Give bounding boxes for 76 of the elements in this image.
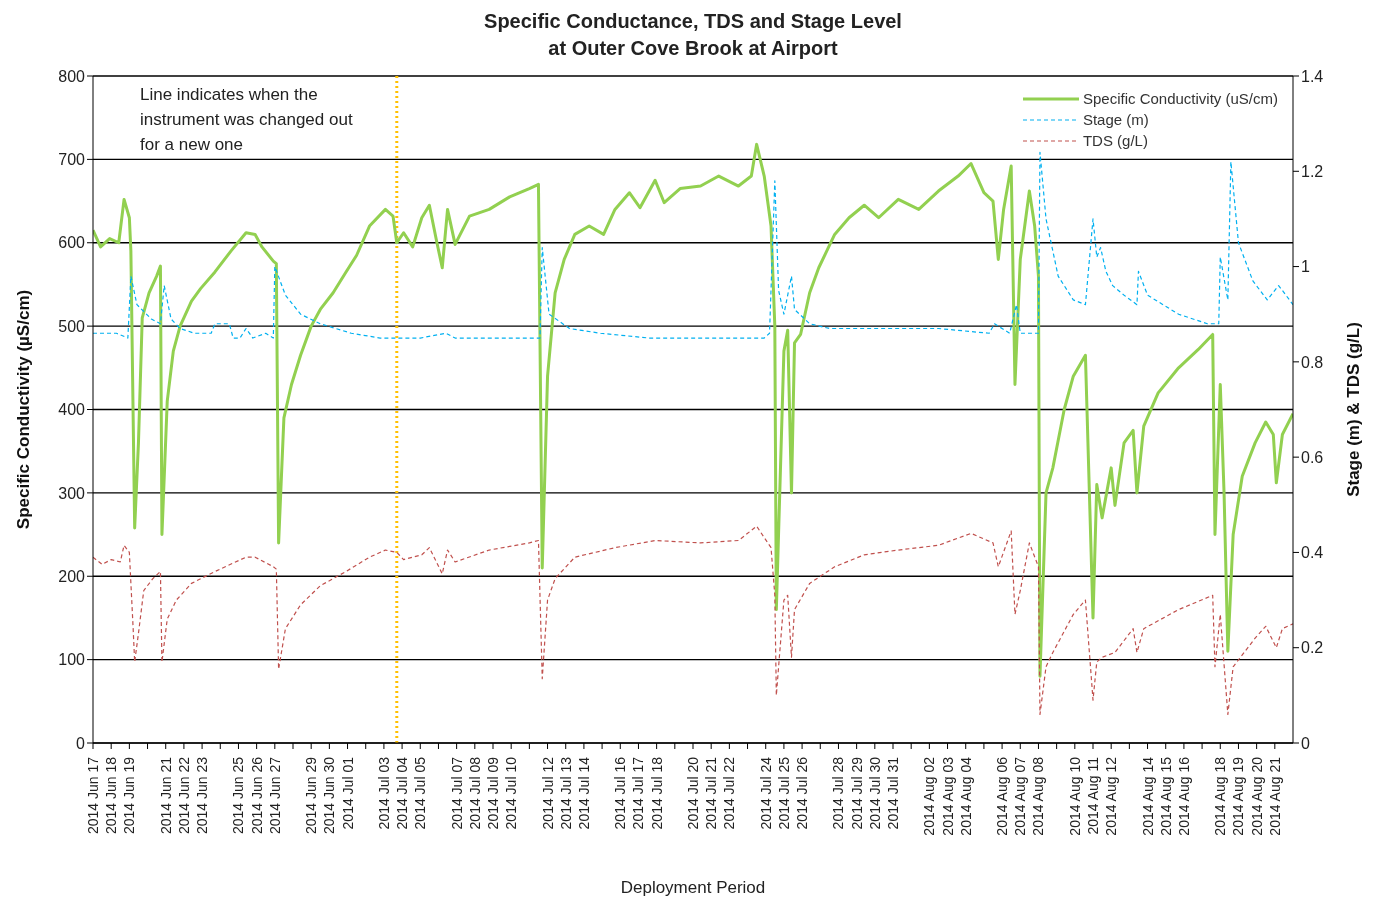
x-tick-label: 2014 Jul 30 <box>866 756 883 830</box>
x-tick-label: 2014 Jul 13 <box>557 756 574 830</box>
legend-label: TDS (g/L) <box>1082 131 1148 151</box>
x-tick-label: 2014 Aug 18 <box>1212 756 1229 836</box>
x-tick-label: 2014 Jul 26 <box>794 756 811 830</box>
x-tick-label: 2014 Aug 20 <box>1248 756 1265 836</box>
y2-axis-title: Stage (m) & TDS (g/L) <box>1344 322 1364 497</box>
x-tick-label: 2014 Jul 31 <box>885 756 901 830</box>
x-tick-label: 2014 Aug 03 <box>939 756 956 836</box>
chart-title: Specific Conductance, TDS and Stage Level at Outer Cove Brook at Airport <box>483 9 903 61</box>
x-tick-label: 2014 Jul 25 <box>775 756 792 830</box>
y-tick-label: 400 <box>58 401 86 419</box>
x-tick-label: 2014 Jun 30 <box>321 756 338 835</box>
y2-tick-label: 1.2 <box>1301 162 1324 180</box>
y-axis-title: Specific Conductivity (µS/cm) <box>14 289 34 530</box>
y-tick-label: 200 <box>58 567 86 585</box>
annotation: Line indicates when the instrument was changed out for a new one <box>140 84 354 156</box>
x-tick-label: 2014 Aug 06 <box>994 756 1011 836</box>
x-tick-label: 2014 Aug 21 <box>1266 756 1283 836</box>
x-tick-label: 2014 Jun 27 <box>266 756 283 835</box>
y-tick-label: 0 <box>76 734 86 752</box>
y-tick-label: 600 <box>58 234 86 252</box>
y2-tick-label: 0.2 <box>1301 639 1324 657</box>
x-tick-label: 2014 Jul 05 <box>412 756 429 830</box>
x-tick-label: 2014 Jul 03 <box>375 756 392 830</box>
x-tick-label: 2014 Aug 14 <box>1139 756 1156 836</box>
y2-tick-label: 0.4 <box>1301 544 1324 562</box>
x-tick-label: 2014 Jul 18 <box>648 756 665 830</box>
x-tick-label: 2014 Jul 14 <box>575 756 592 830</box>
x-tick-label: 2014 Aug 19 <box>1230 756 1247 836</box>
x-tick-label: 2014 Jul 21 <box>703 756 720 830</box>
x-tick-label: 2014 Jun 22 <box>175 756 192 835</box>
y-tick-label: 500 <box>58 317 86 335</box>
y2-tick-label: 1 <box>1301 258 1310 276</box>
x-tick-label: 2014 Aug 07 <box>1012 756 1029 836</box>
x-tick-label: 2014 Aug 02 <box>921 756 938 836</box>
x-tick-label: 2014 Jul 01 <box>339 756 356 830</box>
x-tick-label: 2014 Aug 16 <box>1175 756 1192 836</box>
y-tick-label: 700 <box>58 151 86 169</box>
x-tick-label: 2014 Jul 24 <box>757 756 774 830</box>
x-tick-label: 2014 Aug 11 <box>1085 756 1101 835</box>
x-tick-label: 2014 Aug 08 <box>1030 756 1047 836</box>
x-tick-label: 2014 Aug 15 <box>1157 756 1174 836</box>
x-tick-label: 2014 Aug 10 <box>1066 756 1083 836</box>
x-tick-label: 2014 Jun 23 <box>194 756 211 835</box>
x-tick-label: 2014 Jul 20 <box>685 756 701 830</box>
y2-tick-label: 0 <box>1301 734 1310 752</box>
x-tick-label: 2014 Jun 18 <box>103 756 120 835</box>
x-tick-label: 2014 Jul 16 <box>612 756 629 830</box>
x-tick-label: 2014 Jul 09 <box>485 756 501 830</box>
y2-tick-label: 1.4 <box>1301 67 1324 85</box>
x-tick-label: 2014 Jun 19 <box>121 756 138 835</box>
x-tick-label: 2014 Jul 22 <box>721 756 738 830</box>
y-tick-label: 300 <box>58 484 86 502</box>
x-tick-label: 2014 Jul 29 <box>848 756 865 830</box>
x-tick-label: 2014 Aug 04 <box>957 756 974 836</box>
x-tick-label: 2014 Jun 17 <box>85 756 101 835</box>
y-tick-label: 100 <box>58 651 86 669</box>
y2-tick-label: 0.6 <box>1301 448 1324 466</box>
x-tick-label: 2014 Jul 28 <box>830 756 847 830</box>
x-tick-label: 2014 Jul 07 <box>448 756 465 830</box>
x-tick-label: 2014 Jul 17 <box>630 756 647 830</box>
x-tick-label: 2014 Jun 26 <box>248 756 265 835</box>
x-axis-title: Deployment Period <box>620 878 766 897</box>
legend-label: Specific Conductivity (uS/cm) <box>1082 89 1278 109</box>
legend-label: Stage (m) <box>1082 110 1149 130</box>
x-tick-label: 2014 Jul 10 <box>503 756 520 830</box>
x-tick-label: 2014 Aug 12 <box>1103 756 1120 836</box>
x-tick-label: 2014 Jul 04 <box>394 756 411 830</box>
x-tick-label: 2014 Jun 25 <box>230 756 247 835</box>
x-tick-label: 2014 Jun 29 <box>303 756 320 835</box>
x-tick-label: 2014 Jun 21 <box>157 756 174 835</box>
y-tick-label: 800 <box>58 67 86 85</box>
y2-tick-label: 0.8 <box>1301 353 1324 371</box>
x-tick-label: 2014 Jul 12 <box>539 756 556 830</box>
x-tick-label: 2014 Jul 08 <box>466 756 483 830</box>
